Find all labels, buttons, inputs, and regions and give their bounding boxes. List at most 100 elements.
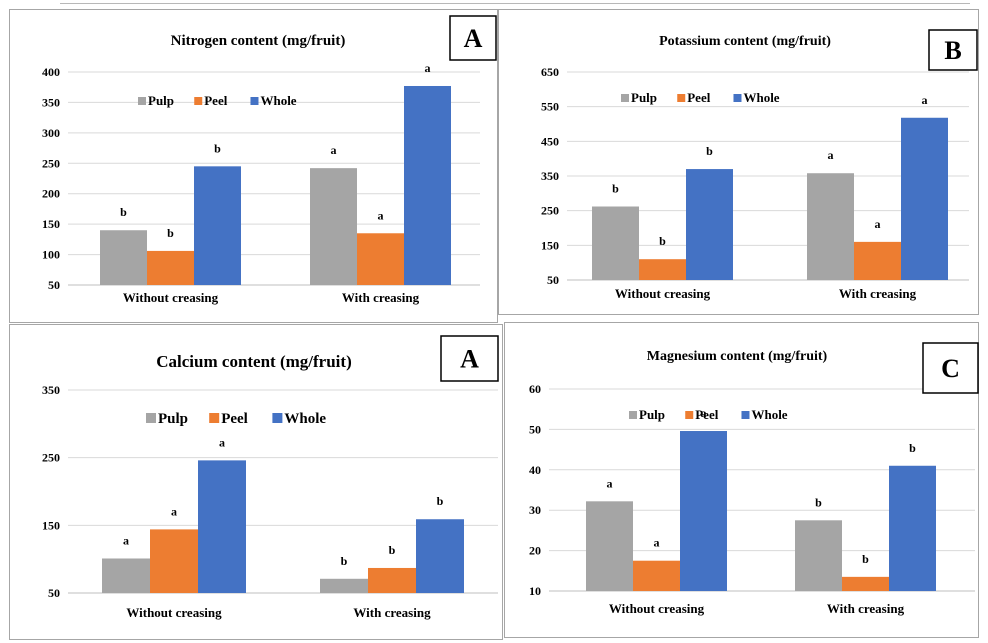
- significance-label: b: [862, 552, 869, 566]
- significance-label: a: [123, 533, 129, 547]
- y-tick-label: 250: [541, 204, 559, 218]
- potassium-chart-panel: 50 150 250 350 450 550 650 b a b a b a Without creasi…: [498, 9, 979, 315]
- legend-swatch-peel: [685, 411, 694, 419]
- significance-label: b: [612, 182, 619, 196]
- y-tick-label: 50: [48, 278, 60, 292]
- legend-label-peel: Peel: [204, 93, 227, 108]
- category-label: With creasing: [839, 286, 917, 301]
- bar-pulp: [102, 558, 150, 593]
- y-tick-label: 350: [541, 169, 559, 183]
- panel-label-box: [440, 335, 499, 382]
- y-tick-label: 350: [42, 383, 60, 397]
- bar-whole: [194, 166, 241, 285]
- y-tick-label: 10: [529, 584, 541, 598]
- y-tick-label: 20: [529, 544, 541, 558]
- y-tick-label: 100: [42, 248, 60, 262]
- y-tick-label: 40: [529, 463, 541, 477]
- legend-swatch-peel: [209, 413, 220, 423]
- legend-swatch-whole: [733, 94, 742, 102]
- y-tick-label: 150: [42, 518, 60, 532]
- chart-title: Magnesium content (mg/fruit): [647, 349, 828, 364]
- y-tick-label: 650: [541, 65, 559, 79]
- significance-label: a: [378, 208, 384, 222]
- panel-label-box: [928, 29, 978, 71]
- legend-swatch-pulp: [138, 97, 146, 105]
- significance-label: a: [922, 93, 928, 107]
- magnesium-chart: 10 20 30 40 50 60 a b a b a b Without creasing With c…: [529, 342, 979, 616]
- bar-pulp: [592, 206, 639, 280]
- legend-label-whole: Whole: [284, 411, 326, 427]
- y-tick-label: 60: [529, 382, 541, 396]
- panel-label: A: [464, 24, 483, 53]
- bar-whole: [404, 85, 451, 285]
- legend-swatch-whole: [272, 413, 283, 423]
- y-tick-label: 30: [529, 503, 541, 517]
- legend-label-pulp: Pulp: [639, 407, 665, 422]
- legend-swatch-pulp: [146, 413, 156, 423]
- y-tick-label: 400: [42, 65, 60, 79]
- nitrogen-chart: 50 100 150 200 250 300 350 400 b a b a b a Without cre…: [42, 15, 497, 305]
- y-tick-label: 150: [42, 217, 60, 231]
- significance-label: a: [331, 143, 337, 157]
- y-tick-label: 350: [42, 95, 60, 109]
- bar-peel: [854, 241, 901, 280]
- significance-label: b: [167, 226, 174, 240]
- bar-peel: [147, 250, 194, 285]
- chart-title: Nitrogen content (mg/fruit): [171, 33, 346, 49]
- significance-label: a: [171, 504, 177, 518]
- bar-whole: [680, 431, 727, 591]
- chart-title: Calcium content (mg/fruit): [156, 352, 351, 371]
- significance-label: b: [389, 543, 396, 557]
- significance-label: a: [219, 435, 225, 449]
- significance-label: a: [828, 148, 834, 162]
- legend-label-whole: Whole: [260, 93, 296, 108]
- bar-pulp: [320, 578, 368, 593]
- y-tick-label: 50: [48, 586, 60, 600]
- bar-pulp: [586, 501, 633, 591]
- legend-label-peel: Peel: [687, 90, 710, 105]
- magnesium-chart-panel: 10 20 30 40 50 60 a b a b a b Without creasing With c…: [504, 322, 979, 638]
- significance-label: a: [607, 476, 613, 490]
- legend-label-whole: Whole: [751, 407, 787, 422]
- bar-whole: [198, 460, 246, 593]
- bar-peel: [150, 529, 198, 593]
- category-label: Without creasing: [126, 605, 222, 620]
- chart-title: Potassium content (mg/fruit): [659, 34, 831, 49]
- bar-pulp: [310, 168, 357, 285]
- bar-whole: [889, 465, 936, 591]
- category-label: Without creasing: [123, 290, 219, 305]
- significance-label: b: [706, 144, 713, 158]
- y-tick-label: 50: [547, 273, 559, 287]
- y-tick-label: 250: [42, 451, 60, 465]
- legend-label-pulp: Pulp: [148, 93, 174, 108]
- y-tick-label: 450: [541, 134, 559, 148]
- significance-label: b: [120, 205, 127, 219]
- nitrogen-chart-panel: 50 100 150 200 250 300 350 400 b a b a b a Without cre…: [9, 9, 498, 323]
- significance-label: b: [815, 495, 822, 509]
- significance-label: a: [425, 61, 431, 75]
- significance-label: a: [875, 217, 881, 231]
- category-label: Without creasing: [615, 286, 711, 301]
- significance-label: b: [437, 494, 444, 508]
- bar-peel: [842, 576, 889, 591]
- panel-label: A: [460, 345, 479, 374]
- bar-whole: [901, 117, 948, 280]
- significance-label: b: [909, 441, 916, 455]
- significance-label: b: [659, 234, 666, 248]
- legend-swatch-whole: [250, 97, 259, 105]
- bar-pulp: [795, 520, 842, 591]
- y-tick-label: 550: [541, 100, 559, 114]
- calcium-chart-panel: 50 150 250 350 a b a b a b Without creasing With cr…: [9, 324, 503, 640]
- legend-label-whole: Whole: [743, 90, 779, 105]
- category-label: Without creasing: [609, 601, 705, 616]
- significance-label: a: [701, 406, 707, 420]
- y-tick-label: 50: [529, 422, 541, 436]
- legend-swatch-peel: [677, 94, 686, 102]
- y-tick-label: 200: [42, 187, 60, 201]
- top-rule: [60, 3, 970, 4]
- bar-peel: [633, 560, 680, 591]
- significance-label: b: [214, 141, 221, 155]
- panel-label-box: [449, 15, 497, 61]
- bar-whole: [416, 519, 464, 593]
- legend-label-peel: Peel: [695, 407, 718, 422]
